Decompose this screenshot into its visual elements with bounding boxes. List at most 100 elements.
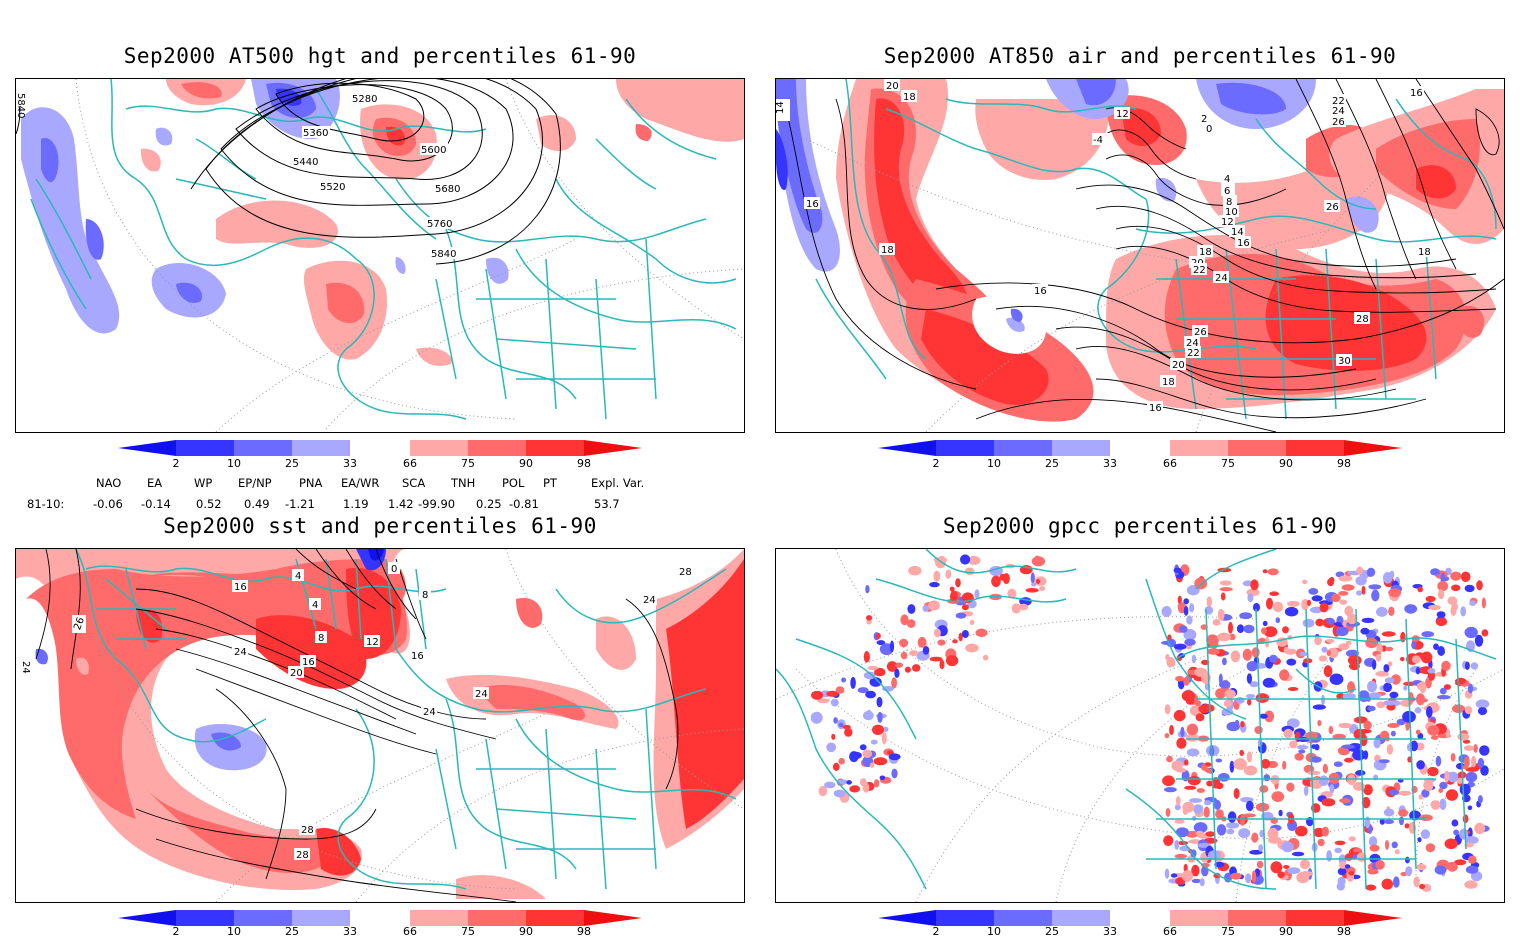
precip-anomaly-blob bbox=[865, 690, 876, 699]
contour-label: 8 bbox=[1226, 197, 1232, 208]
precip-anomaly-blob bbox=[1383, 682, 1392, 693]
precip-anomaly-blob bbox=[1356, 590, 1363, 596]
colorbar-tick: 90 bbox=[519, 457, 533, 470]
precip-anomaly-blob bbox=[1378, 759, 1390, 764]
precip-anomaly-blob bbox=[1454, 859, 1467, 866]
tele-value: -99.90 bbox=[418, 497, 456, 511]
precip-anomaly-blob bbox=[877, 711, 883, 723]
precip-anomaly-blob bbox=[1367, 705, 1376, 712]
precip-anomaly-blob bbox=[830, 698, 839, 707]
precip-anomaly-blob bbox=[1367, 868, 1379, 875]
precip-anomaly-blob bbox=[1390, 730, 1396, 737]
precip-anomaly-blob bbox=[1386, 744, 1394, 755]
contour-label: 18 bbox=[1199, 247, 1212, 258]
precip-anomaly-blob bbox=[1417, 586, 1423, 593]
precip-anomaly-blob bbox=[1177, 602, 1186, 614]
contour-label: 0 bbox=[1206, 124, 1212, 135]
precip-anomaly-blob bbox=[1251, 647, 1260, 658]
precip-anomaly-blob bbox=[1326, 650, 1332, 656]
precip-anomaly-blob bbox=[1444, 770, 1450, 783]
precip-anomaly-blob bbox=[1247, 698, 1252, 706]
precip-anomaly-blob bbox=[900, 651, 908, 660]
precip-anomaly-blob bbox=[872, 724, 884, 735]
precip-anomaly-blob bbox=[1286, 658, 1297, 666]
precip-anomaly-blob bbox=[1222, 657, 1227, 666]
precip-anomaly-blob bbox=[1181, 690, 1196, 702]
precip-anomaly-blob bbox=[1207, 850, 1221, 861]
precip-anomaly-blob bbox=[1430, 735, 1439, 740]
precip-anomaly-blob bbox=[1206, 596, 1212, 608]
precip-anomaly-blob bbox=[1462, 739, 1471, 744]
precip-anomaly-blob bbox=[1162, 775, 1175, 786]
precip-anomaly-blob bbox=[904, 666, 911, 673]
precip-anomaly-blob bbox=[1441, 660, 1451, 671]
precip-anomaly-blob bbox=[1467, 683, 1474, 694]
precip-anomaly-blob bbox=[1263, 774, 1271, 782]
precip-anomaly-blob bbox=[1308, 588, 1319, 595]
precip-anomaly-blob bbox=[933, 628, 941, 638]
precip-anomaly-blob bbox=[1387, 723, 1400, 728]
contour-label: 22 bbox=[1193, 265, 1206, 276]
precip-anomaly-blob bbox=[1342, 693, 1356, 700]
precip-anomaly-blob bbox=[1414, 707, 1422, 714]
precip-anomaly-blob bbox=[1203, 806, 1210, 818]
precip-anomaly-blob bbox=[1175, 768, 1187, 773]
contour-label: 4 bbox=[295, 571, 301, 582]
precip-anomaly-blob bbox=[1405, 856, 1410, 864]
precip-anomaly-blob bbox=[1246, 661, 1258, 672]
precip-anomaly-blob bbox=[1256, 860, 1264, 869]
precip-anomaly-blob bbox=[1221, 708, 1234, 716]
precip-anomaly-blob bbox=[1011, 603, 1021, 614]
tele-header: POL bbox=[502, 476, 525, 490]
precip-anomaly-blob bbox=[1462, 814, 1469, 824]
precip-anomaly-blob bbox=[849, 751, 859, 763]
precip-anomaly-blob bbox=[1375, 653, 1382, 662]
precip-anomaly-blob bbox=[1382, 572, 1393, 584]
precip-anomaly-blob bbox=[1321, 826, 1329, 837]
tele-header: PNA bbox=[299, 476, 323, 490]
contour-label: 26 bbox=[72, 616, 87, 632]
precip-anomaly-blob bbox=[891, 768, 898, 779]
precip-anomaly-blob bbox=[1317, 838, 1325, 847]
precip-anomaly-blob bbox=[1361, 585, 1366, 595]
precip-anomaly-blob bbox=[1368, 584, 1382, 590]
precip-anomaly-blob bbox=[1341, 584, 1355, 591]
colorbar-tick: 33 bbox=[1103, 925, 1117, 938]
tele-value: -1.21 bbox=[285, 497, 315, 511]
panel-title-sst: Sep2000 sst and percentiles 61-90 bbox=[163, 514, 597, 538]
precip-anomaly-blob bbox=[1275, 617, 1281, 624]
precip-anomaly-blob bbox=[1230, 872, 1242, 880]
precip-anomaly-blob bbox=[838, 757, 845, 765]
precip-anomaly-blob bbox=[1007, 588, 1017, 599]
precip-anomaly-blob bbox=[1380, 730, 1390, 740]
precip-anomaly-blob bbox=[1383, 700, 1396, 706]
precip-anomaly-blob bbox=[1239, 749, 1244, 756]
colorbar-tick: 66 bbox=[1163, 925, 1177, 938]
precip-anomaly-blob bbox=[1439, 781, 1448, 790]
precip-anomaly-blob bbox=[1470, 662, 1479, 670]
colorbar-tick: 66 bbox=[1163, 457, 1177, 470]
precip-anomaly-blob bbox=[1181, 870, 1193, 882]
precip-anomaly-blob bbox=[1333, 761, 1343, 767]
precip-anomaly-blob bbox=[955, 612, 967, 619]
precip-anomaly-blob bbox=[1226, 822, 1240, 829]
contour-label: 24 bbox=[475, 689, 488, 700]
precip-anomaly-blob bbox=[1368, 836, 1378, 847]
precip-anomaly-blob bbox=[1229, 633, 1236, 641]
contour-label: 5680 bbox=[435, 184, 460, 195]
colorbar-tick: 98 bbox=[1337, 457, 1351, 470]
tele-header: EA bbox=[147, 476, 163, 490]
precip-anomaly-blob bbox=[1361, 796, 1371, 809]
precip-anomaly-blob bbox=[1430, 568, 1441, 576]
contour-label: 5760 bbox=[427, 219, 452, 230]
precip-anomaly-blob bbox=[1259, 829, 1265, 838]
precip-anomaly-blob bbox=[1332, 733, 1346, 740]
tele-header: EA/WR bbox=[341, 476, 380, 490]
precip-anomaly-blob bbox=[908, 565, 922, 576]
precip-anomaly-blob bbox=[1196, 788, 1205, 793]
precip-anomaly-blob bbox=[929, 656, 943, 662]
precip-anomaly-blob bbox=[1471, 755, 1477, 768]
precip-anomaly-blob bbox=[1025, 588, 1039, 593]
precip-anomaly-blob bbox=[1296, 872, 1310, 884]
precip-anomaly-blob bbox=[1313, 827, 1325, 838]
